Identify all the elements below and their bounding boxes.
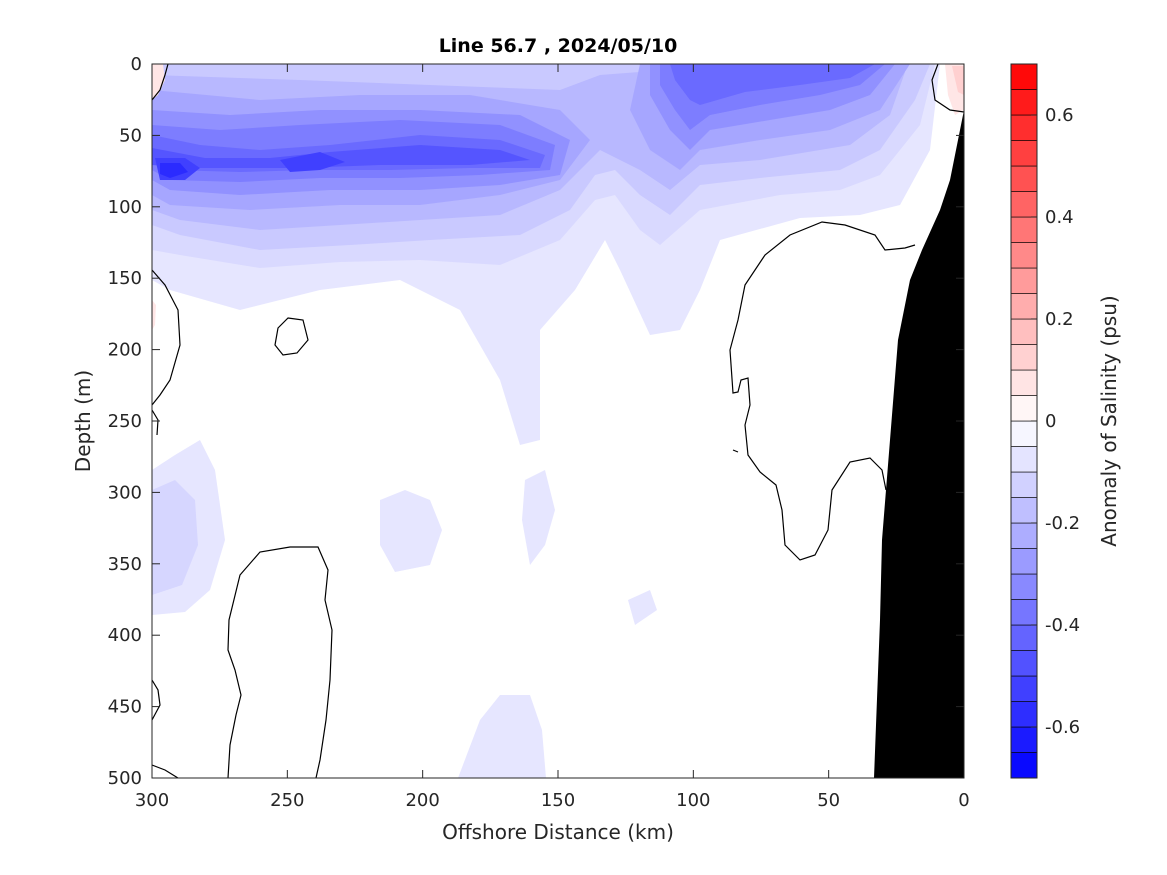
colorbar-band [1010, 675, 1038, 702]
zero-contour-line [152, 764, 179, 778]
positive-anomaly-west-2 [152, 300, 156, 330]
colorbar-band [1010, 165, 1038, 192]
zero-contour-line [152, 679, 161, 721]
colorbar-band [1010, 726, 1038, 753]
positive-anomaly-contours [152, 64, 964, 330]
zero-contour-line [227, 546, 333, 778]
x-tick-label: 0 [958, 790, 969, 811]
anomaly-patch-left-core [152, 480, 198, 595]
colorbar-band [1010, 650, 1038, 677]
y-tick-label: 500 [108, 768, 142, 789]
x-tick-label: 100 [676, 790, 710, 811]
y-tick-label: 250 [108, 411, 142, 432]
colorbar-band [1010, 216, 1038, 243]
colorbar-band [1010, 522, 1038, 549]
x-tick-label: 250 [270, 790, 304, 811]
x-axis-label: Offshore Distance (km) [442, 820, 674, 844]
x-tick-label: 150 [541, 790, 575, 811]
colorbar-band [1010, 497, 1038, 524]
colorbar-band [1010, 140, 1038, 167]
y-tick-label: 150 [108, 268, 142, 289]
colorbar-band [1010, 242, 1038, 269]
colorbar-band [1010, 191, 1038, 218]
colorbar-tick-label: 0 [1045, 411, 1056, 432]
colorbar-band [1010, 267, 1038, 294]
colorbar-band [1010, 89, 1038, 116]
zero-contour-line [152, 64, 169, 101]
x-tick-label: 300 [135, 790, 169, 811]
positive-anomaly-west [152, 64, 165, 100]
colorbar-band [1010, 573, 1038, 600]
y-tick-label: 0 [131, 54, 142, 75]
colorbar-band [1010, 114, 1038, 141]
colorbar-tick-label: -0.4 [1045, 615, 1080, 636]
colorbar-band [1010, 293, 1038, 320]
zero-contour-line [274, 317, 309, 356]
colorbar-band [1010, 624, 1038, 651]
negative-anomaly-contours [152, 64, 940, 778]
anomaly-band-0-50-core-2 [280, 152, 345, 172]
anomaly-band-0-45 [152, 145, 530, 168]
colorbar-tick-label: 0.4 [1045, 207, 1074, 228]
anomaly-patch-bottom [458, 695, 546, 778]
colorbar-band [1010, 369, 1038, 396]
y-tick-label: 200 [108, 340, 142, 361]
colorbar-band [1010, 420, 1038, 447]
colorbar-band [1010, 344, 1038, 371]
y-tick-label: 450 [108, 697, 142, 718]
colorbar-tick-label: 0.2 [1045, 309, 1074, 330]
colorbar-band [1010, 548, 1038, 575]
anomaly-patch-mid-3 [628, 590, 657, 625]
zero-contour-line [732, 449, 739, 453]
anomaly-patch-mid-1 [380, 490, 442, 572]
y-tick-label: 350 [108, 554, 142, 575]
y-axis: 0 50 100 150 200 250 300 350 400 450 500 [108, 54, 964, 789]
bathymetry-shelf [874, 110, 964, 778]
anomaly-patch-mid-2 [522, 470, 555, 565]
anomaly-band-0-40-north [670, 64, 875, 105]
y-tick-label: 300 [108, 482, 142, 503]
x-axis: 300 250 200 150 100 50 0 [135, 64, 970, 811]
x-tick-label: 200 [405, 790, 439, 811]
colorbar-label: Anomaly of Salinity (psu) [1097, 295, 1121, 546]
zero-contour-line [931, 64, 964, 113]
zero-contour-line [152, 409, 159, 436]
colorbar-tick-label: 0.6 [1045, 105, 1074, 126]
zero-anomaly-contour-lines [152, 64, 964, 778]
colorbar-band [1010, 471, 1038, 498]
y-axis-label: Depth (m) [71, 370, 95, 472]
plot-area [152, 64, 964, 778]
anomaly-band-0-55-core [160, 163, 188, 178]
colorbar-band [1010, 599, 1038, 626]
positive-anomaly-coast-core [952, 66, 964, 95]
colorbar-band [1010, 752, 1038, 779]
zero-contour-line [152, 269, 181, 406]
colorbar-band [1010, 701, 1038, 728]
colorbar-band [1010, 318, 1038, 345]
colorbar-tick-label: -0.6 [1045, 717, 1080, 738]
y-tick-label: 100 [108, 197, 142, 218]
chart-title: Line 56.7 , 2024/05/10 [439, 35, 678, 57]
y-tick-label: 400 [108, 625, 142, 646]
y-tick-label: 50 [119, 125, 142, 146]
zero-contour-line [729, 221, 916, 561]
x-tick-label: 50 [817, 790, 840, 811]
colorbar-band [1010, 395, 1038, 422]
colorbar-tick-label: -0.2 [1045, 513, 1080, 534]
colorbar: -0.6 -0.4 -0.2 0 0.2 0.4 0.6 [1010, 63, 1080, 779]
colorbar-band [1010, 63, 1038, 90]
colorbar-band [1010, 446, 1038, 473]
